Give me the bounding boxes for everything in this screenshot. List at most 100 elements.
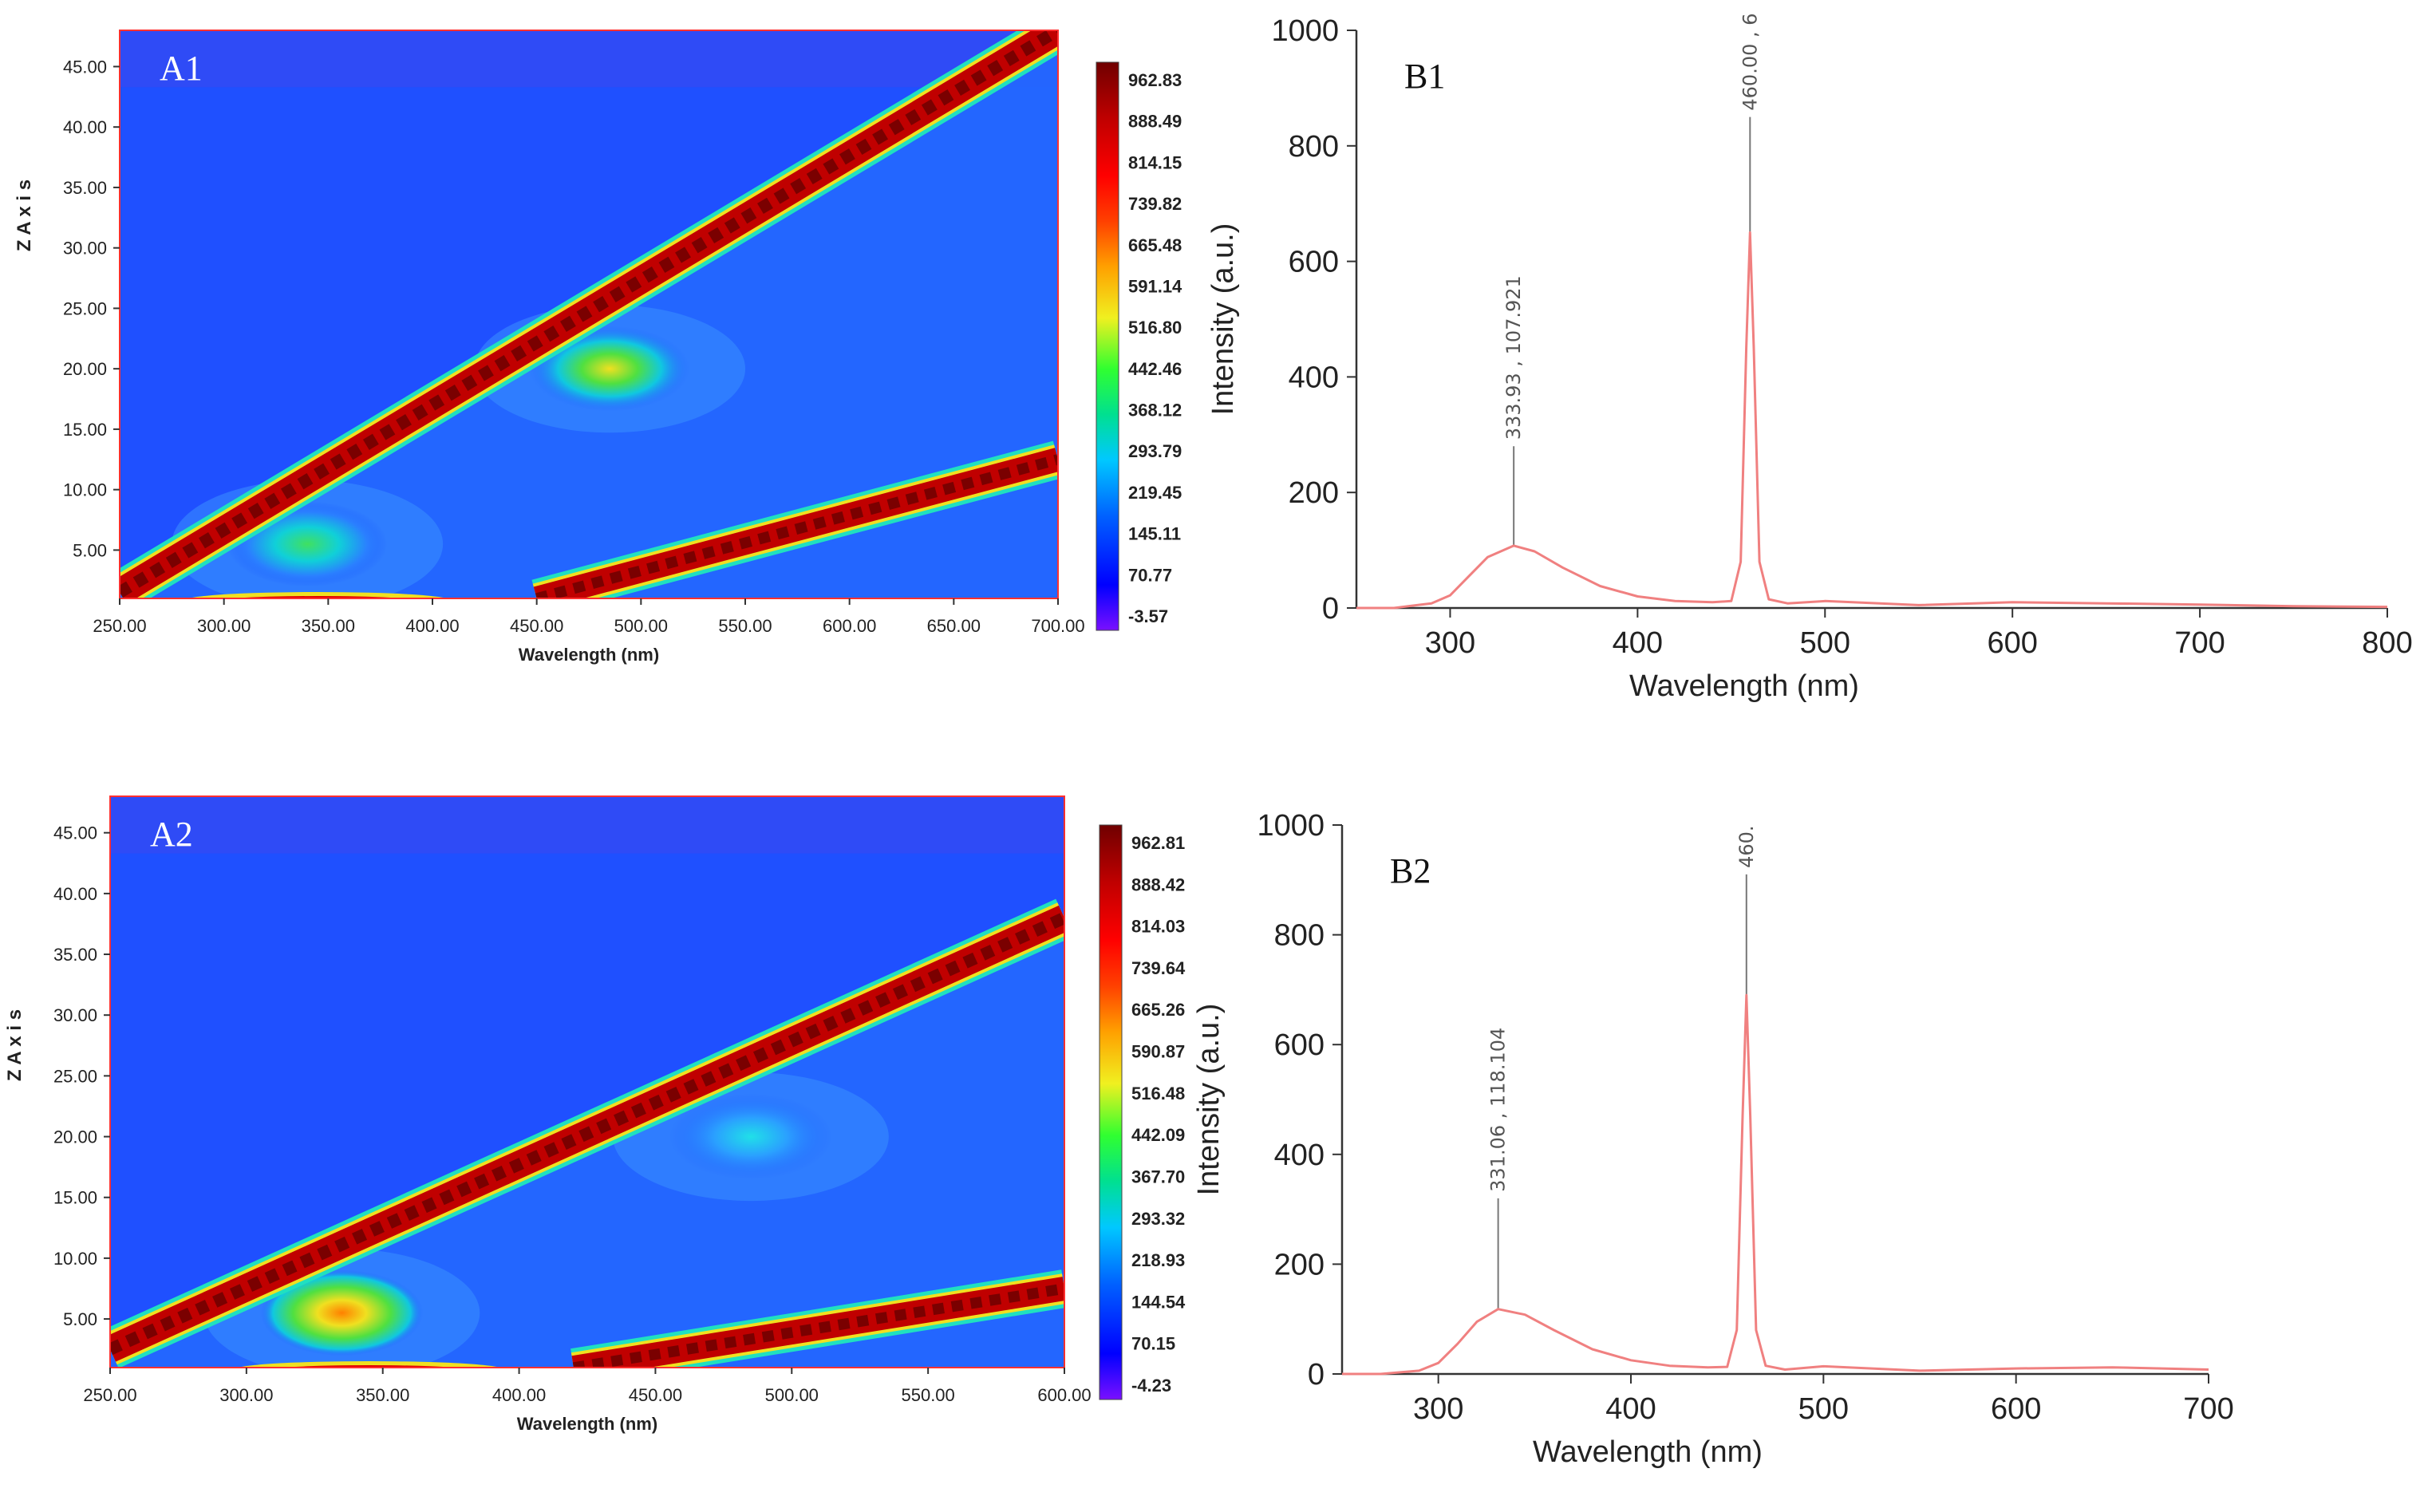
colorbar-tick-label: 665.48 [1128, 235, 1182, 255]
colorbar-gradient [1099, 824, 1123, 1400]
y-tick-label: 20.00 [63, 359, 107, 379]
y-tick-label: 1000 [1271, 14, 1339, 48]
y-tick-label: 800 [1289, 130, 1339, 164]
panel-label: A1 [160, 49, 203, 88]
x-tick-label: 600 [1987, 626, 2037, 660]
y-tick-label: 45.00 [53, 823, 97, 843]
colorbar-tick-label: 70.77 [1128, 565, 1172, 585]
x-tick-label: 700.00 [1031, 616, 1084, 636]
fluorescence-peak [260, 1269, 424, 1356]
x-tick-label: 300 [1425, 626, 1475, 660]
y-tick-label: 1000 [1257, 809, 1325, 843]
y-axis-title: Intensity (a.u.) [1206, 223, 1240, 416]
colorbar-tick-label: 368.12 [1128, 401, 1182, 420]
x-tick-label: 600 [1991, 1392, 2041, 1426]
panel-label: A2 [150, 815, 193, 854]
y-axis-title: Z A x i s [4, 1009, 26, 1081]
heatmap-field [120, 30, 1058, 598]
y-tick-label: 35.00 [63, 178, 107, 198]
x-axis-title: Wavelength (nm) [519, 645, 659, 665]
x-tick-label: 550.00 [718, 616, 772, 636]
peak-annotation-label: 333.93 , 107.921 [1502, 275, 1525, 440]
y-tick-label: 10.00 [63, 480, 107, 500]
y-tick-label: 0 [1322, 592, 1339, 626]
colorbar-tick-label: 70.15 [1131, 1334, 1175, 1354]
y-tick-label: 30.00 [53, 1005, 97, 1025]
colorbar-gradient [1096, 61, 1119, 631]
bottom-scatter-yellow [238, 1361, 500, 1368]
x-tick-label: 700 [2174, 626, 2225, 660]
y-tick-label: 25.00 [53, 1066, 97, 1086]
peak-annotation-label: 460. [1735, 825, 1758, 867]
y-tick-label: 15.00 [53, 1188, 97, 1208]
y-tick-label: 40.00 [53, 884, 97, 904]
plot-frame [109, 795, 1065, 1368]
x-tick-label: 500.00 [614, 616, 668, 636]
colorbar-tick-label: -4.23 [1131, 1376, 1171, 1396]
x-tick-label: 500 [1800, 626, 1850, 660]
y-tick-label: 800 [1274, 919, 1325, 953]
peak-annotation-label: 460.00 , 6 [1739, 13, 1761, 110]
y-tick-label: 400 [1289, 361, 1339, 394]
x-tick-label: 350.00 [302, 616, 355, 636]
heatmap-noise-band [110, 796, 1064, 854]
x-axis-title: Wavelength (nm) [1629, 669, 1859, 703]
x-tick-label: 300 [1413, 1392, 1463, 1426]
colorbar-tick-label: 814.03 [1131, 917, 1185, 937]
y-tick-label: 40.00 [63, 117, 107, 137]
y-tick-label: 200 [1289, 476, 1339, 510]
heatmap-noise-band [120, 30, 1058, 88]
colorbar-tick-label: 962.83 [1128, 70, 1182, 90]
x-tick-label: 300.00 [219, 1385, 273, 1405]
x-tick-label: 500.00 [765, 1385, 819, 1405]
x-tick-label: 650.00 [927, 616, 981, 636]
panel-label: B2 [1390, 851, 1431, 890]
fluorescence-peak [669, 1093, 832, 1180]
x-tick-label: 350.00 [356, 1385, 409, 1405]
fluorescence-peak [530, 326, 690, 412]
colorbar-tick-label: 888.42 [1131, 874, 1185, 894]
x-axis-title: Wavelength (nm) [517, 1414, 657, 1434]
y-tick-label: 5.00 [63, 1309, 97, 1329]
y-tick-label: 35.00 [53, 945, 97, 965]
x-tick-label: 500 [1798, 1392, 1849, 1426]
y-tick-label: 20.00 [53, 1127, 97, 1147]
y-tick-label: 15.00 [63, 420, 107, 440]
scatter-band-texture [572, 1283, 1064, 1368]
x-tick-label: 400.00 [492, 1385, 546, 1405]
x-tick-label: 300.00 [197, 616, 251, 636]
y-tick-label: 45.00 [63, 57, 107, 77]
scatter-band-texture [535, 454, 1058, 598]
colorbar-tick-label: 516.48 [1131, 1084, 1185, 1103]
heatmap-A2: 250.00 300.00 350.00 400.00 450.00 500.00 550.… [4, 795, 1092, 1434]
colorbar-tick-label: -3.57 [1128, 606, 1168, 626]
colorbar-tick-label: 442.46 [1128, 359, 1182, 379]
x-tick-label: 400.00 [405, 616, 459, 636]
colorbar-tick-label: 665.26 [1131, 1000, 1185, 1020]
colorbar-tick-label: 144.54 [1131, 1292, 1186, 1312]
heatmap-field [110, 796, 1064, 1368]
colorbar-tick-label: 367.70 [1131, 1167, 1185, 1186]
y-tick-label: 400 [1274, 1139, 1325, 1172]
colorbar-tick-label: 814.15 [1128, 152, 1182, 172]
peak-annotation-label: 331.06 , 118.104 [1487, 1028, 1510, 1192]
colorbar-tick-label: 516.80 [1128, 318, 1182, 338]
colorbar-tick-label: 591.14 [1128, 276, 1182, 296]
y-tick-label: 10.00 [53, 1249, 97, 1269]
heatmap-A1: 250.00 300.00 350.00 400.00 450.00 500.00 550.… [14, 30, 1085, 665]
colorbar-tick-label: 219.45 [1128, 483, 1182, 503]
lineplot-B1: 300 400 500 600 700 800 0 200 400 600 800 1000 Wavel… [1206, 13, 2413, 703]
colorbar-tick-label: 739.82 [1128, 194, 1182, 214]
y-tick-label: 25.00 [63, 298, 107, 318]
colorbar-tick-label: 739.64 [1131, 958, 1186, 978]
x-tick-label: 700 [2183, 1392, 2233, 1426]
colorbar-tick-label: 442.09 [1131, 1125, 1185, 1145]
scatter-band-texture [110, 912, 1064, 1356]
y-axis-title: Intensity (a.u.) [1192, 1004, 1226, 1196]
x-tick-label: 600.00 [1037, 1385, 1091, 1405]
colorbar-tick-label: 293.79 [1128, 441, 1182, 461]
panel-label: B1 [1404, 57, 1445, 96]
y-axis-title: Z A x i s [14, 180, 35, 251]
y-tick-label: 0 [1308, 1358, 1325, 1392]
y-tick-label: 600 [1289, 246, 1339, 279]
